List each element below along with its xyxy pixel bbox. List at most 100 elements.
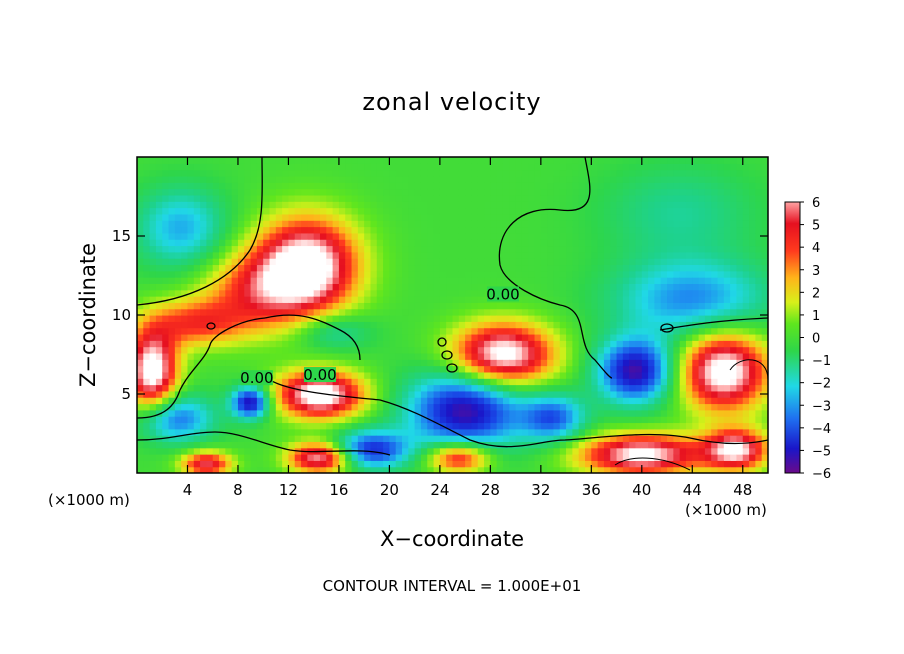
field-cell	[225, 365, 233, 373]
field-cell	[376, 403, 384, 411]
field-cell	[187, 397, 195, 405]
field-cell	[219, 251, 226, 259]
field-cell	[187, 201, 195, 209]
field-cell	[225, 428, 233, 436]
field-cell	[402, 289, 409, 297]
field-cell	[137, 182, 144, 190]
field-cell	[162, 264, 170, 272]
field-cell	[187, 194, 195, 202]
field-cell	[427, 352, 435, 360]
field-cell	[622, 163, 630, 171]
field-cell	[698, 321, 706, 329]
field-cell	[730, 321, 738, 329]
field-cell	[408, 258, 416, 266]
field-cell	[364, 315, 372, 322]
field-cell	[319, 220, 327, 228]
field-cell	[439, 403, 447, 411]
field-cell	[395, 416, 403, 424]
field-cell	[137, 226, 144, 234]
field-cell	[761, 460, 768, 468]
field-cell	[566, 378, 573, 386]
field-cell	[616, 422, 624, 430]
field-cell	[515, 289, 523, 297]
field-cell	[603, 220, 611, 228]
field-cell	[231, 390, 239, 398]
field-cell	[496, 315, 504, 322]
field-cell	[200, 378, 208, 386]
field-cell	[578, 365, 586, 373]
field-cell	[269, 213, 277, 221]
field-cell	[370, 264, 378, 272]
field-cell	[149, 308, 157, 316]
field-cell	[250, 327, 258, 335]
field-cell	[237, 201, 245, 209]
field-cell	[572, 447, 580, 455]
field-cell	[515, 232, 523, 240]
field-cell	[730, 466, 738, 473]
field-cell	[193, 390, 201, 398]
field-cell	[723, 346, 731, 354]
field-cell	[458, 232, 466, 240]
field-cell	[534, 397, 542, 405]
field-cell	[338, 315, 346, 322]
field-cell	[528, 251, 536, 259]
field-cell	[610, 333, 618, 341]
field-cell	[603, 302, 611, 310]
field-cell	[439, 435, 447, 442]
field-cell	[408, 397, 416, 405]
field-cell	[313, 352, 321, 360]
field-cell	[155, 390, 163, 398]
field-cell	[578, 422, 586, 430]
field-cell	[168, 277, 176, 284]
field-cell	[389, 163, 397, 171]
field-cell	[364, 308, 372, 316]
field-cell	[193, 327, 201, 335]
field-cell	[723, 163, 731, 171]
field-cell	[515, 321, 523, 329]
field-cell	[420, 409, 428, 417]
field-cell	[168, 327, 176, 335]
field-cell	[143, 251, 151, 259]
field-cell	[660, 188, 668, 196]
field-cell	[648, 296, 656, 303]
field-cell	[685, 327, 693, 335]
field-cell	[155, 283, 163, 291]
field-cell	[509, 277, 517, 284]
field-cell	[174, 409, 182, 417]
field-cell	[616, 194, 624, 202]
field-cell	[200, 365, 208, 373]
field-cell	[610, 416, 618, 424]
field-cell	[364, 441, 372, 449]
field-cell	[338, 428, 346, 436]
field-cell	[458, 270, 466, 278]
field-cell	[704, 315, 712, 322]
field-cell	[319, 194, 327, 202]
field-cell	[282, 201, 290, 209]
field-cell	[723, 428, 731, 436]
field-cell	[301, 454, 308, 461]
field-cell	[420, 182, 428, 190]
field-cell	[667, 340, 674, 348]
field-cell	[256, 232, 264, 240]
field-cell	[187, 384, 195, 392]
field-cell	[206, 283, 214, 291]
field-cell	[155, 454, 163, 461]
field-cell	[566, 157, 573, 164]
field-cell	[540, 277, 548, 284]
field-cell	[364, 194, 372, 202]
field-cell	[200, 390, 208, 398]
field-cell	[578, 403, 586, 411]
field-cell	[414, 352, 422, 360]
field-cell	[673, 207, 681, 215]
field-cell	[244, 289, 252, 297]
field-cell	[711, 245, 719, 253]
field-cell	[313, 270, 321, 278]
field-cell	[667, 283, 674, 291]
field-cell	[269, 226, 277, 234]
field-cell	[168, 359, 176, 367]
field-cell	[319, 264, 327, 272]
field-cell	[433, 308, 441, 316]
field-cell	[206, 302, 214, 310]
field-cell	[326, 175, 334, 183]
field-cell	[149, 302, 157, 310]
